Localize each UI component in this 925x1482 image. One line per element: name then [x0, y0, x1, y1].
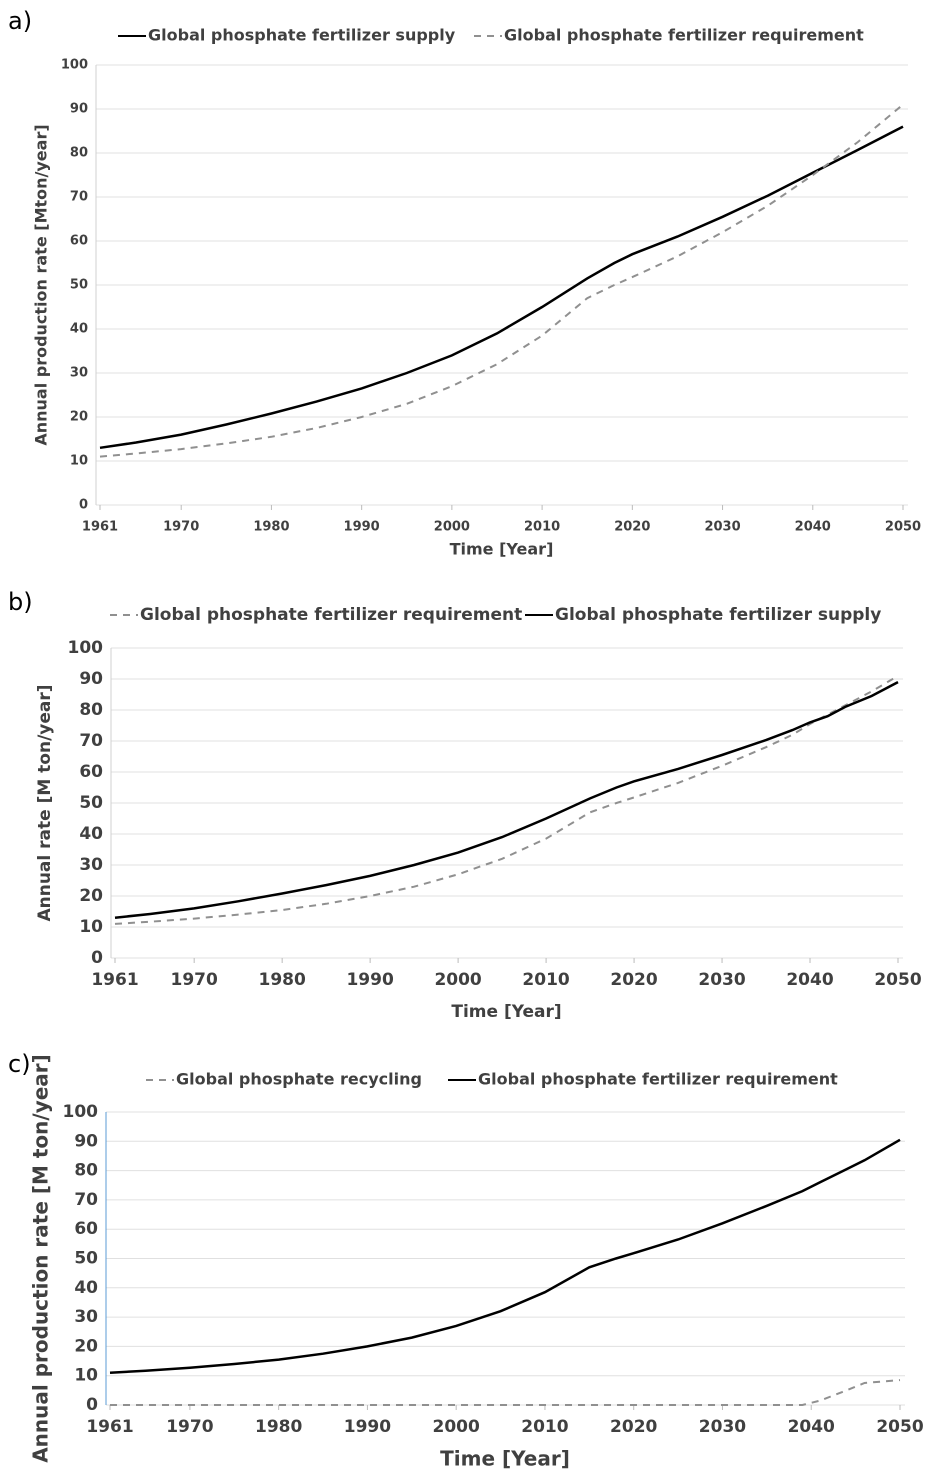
x-tick-label: 2010 — [522, 970, 569, 990]
x-tick-label: 2050 — [876, 1417, 923, 1437]
y-tick-label: 0 — [91, 948, 103, 968]
x-tick-label: 2050 — [885, 520, 921, 535]
x-tick-label: 1980 — [255, 1417, 302, 1437]
y-tick-label: 40 — [70, 322, 88, 337]
x-tick-label: 2010 — [524, 520, 560, 535]
y-tick-label: 60 — [79, 762, 103, 782]
y-tick-label: 40 — [79, 824, 103, 844]
x-tick-label: 2050 — [874, 970, 921, 990]
y-tick-label: 80 — [74, 1161, 98, 1181]
series-line — [114, 675, 899, 925]
x-tick-label: 1961 — [86, 1417, 133, 1437]
x-axis-label: Time [Year] — [450, 540, 554, 559]
y-tick-label: 80 — [70, 146, 88, 161]
y-tick-label: 30 — [70, 366, 88, 381]
y-tick-label: 50 — [74, 1249, 98, 1269]
x-tick-label: 2040 — [795, 520, 831, 535]
x-tick-label: 1961 — [91, 970, 138, 990]
y-tick-label: 0 — [86, 1395, 98, 1415]
y-tick-label: 60 — [74, 1219, 98, 1239]
x-tick-label: 2040 — [786, 970, 833, 990]
y-tick-label: 10 — [70, 454, 88, 469]
y-tick-label: 20 — [70, 410, 88, 425]
series-line — [99, 103, 904, 458]
y-tick-label: 20 — [79, 886, 103, 906]
y-tick-label: 90 — [74, 1131, 98, 1151]
x-tick-label: 2030 — [699, 1417, 746, 1437]
x-axis-label: Time [Year] — [451, 1002, 561, 1022]
x-tick-label: 1980 — [258, 970, 305, 990]
y-axis-label: Annual production rate [M ton/year] — [29, 1054, 53, 1463]
legend-label: Global phosphate fertilizer requirement — [504, 26, 864, 45]
y-tick-label: 100 — [61, 58, 88, 73]
x-tick-label: 1990 — [346, 970, 393, 990]
y-tick-label: 20 — [74, 1336, 98, 1356]
x-tick-label: 1961 — [82, 520, 118, 535]
y-tick-label: 50 — [70, 278, 88, 293]
y-tick-label: 70 — [74, 1190, 98, 1210]
x-tick-label: 2020 — [610, 1417, 657, 1437]
y-tick-label: 0 — [79, 498, 88, 513]
x-tick-label: 1990 — [344, 520, 380, 535]
y-tick-label: 90 — [70, 102, 88, 117]
x-tick-label: 2030 — [698, 970, 745, 990]
legend-label: Global phosphate fertilizer requirement — [478, 1070, 838, 1089]
series-line — [114, 680, 899, 919]
x-tick-label: 2020 — [610, 970, 657, 990]
x-tick-label: 1970 — [171, 970, 218, 990]
x-tick-label: 2010 — [521, 1417, 568, 1437]
x-tick-label: 1990 — [344, 1417, 391, 1437]
y-tick-label: 70 — [70, 190, 88, 205]
y-axis-label: Annual production rate [Mton/year] — [32, 124, 51, 445]
x-tick-label: 1970 — [163, 520, 199, 535]
legend-label: Global phosphate fertilizer supply — [555, 605, 881, 625]
x-axis-label: Time [Year] — [440, 1447, 570, 1471]
legend-label: Global phosphate fertilizer supply — [148, 26, 456, 45]
y-tick-label: 100 — [68, 638, 104, 658]
x-tick-label: 2000 — [434, 970, 481, 990]
x-tick-label: 2000 — [433, 1417, 480, 1437]
y-tick-label: 40 — [74, 1278, 98, 1298]
x-tick-label: 2020 — [614, 520, 650, 535]
x-tick-label: 2000 — [434, 520, 470, 535]
y-tick-label: 50 — [79, 793, 103, 813]
y-tick-label: 100 — [63, 1102, 99, 1122]
y-tick-label: 70 — [79, 731, 103, 751]
panel-label: c) — [8, 1050, 31, 1078]
series-line — [110, 1379, 901, 1406]
panel-label: b) — [8, 588, 33, 616]
series-line — [109, 1138, 901, 1375]
panel-label: a) — [8, 7, 32, 35]
y-tick-label: 10 — [74, 1366, 98, 1386]
x-tick-label: 1970 — [166, 1417, 213, 1437]
y-axis-label: Annual rate [M ton/year] — [35, 684, 55, 921]
legend-label: Global phosphate recycling — [176, 1070, 422, 1089]
y-tick-label: 60 — [70, 234, 88, 249]
legend-label: Global phosphate fertilizer requirement — [140, 605, 522, 625]
y-tick-label: 80 — [79, 700, 103, 720]
y-tick-label: 10 — [79, 917, 103, 937]
y-tick-label: 90 — [79, 669, 103, 689]
x-tick-label: 2030 — [704, 520, 740, 535]
y-tick-label: 30 — [79, 855, 103, 875]
x-tick-label: 2040 — [788, 1417, 835, 1437]
x-tick-label: 1980 — [253, 520, 289, 535]
series-line — [99, 125, 904, 450]
y-tick-label: 30 — [74, 1307, 98, 1327]
